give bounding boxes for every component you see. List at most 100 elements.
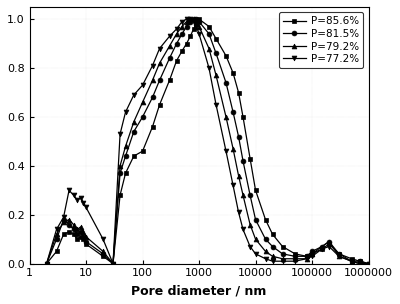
P=85.6% — [111, 262, 116, 265]
P=81.5% — [366, 262, 371, 265]
P=77.2% — [327, 245, 332, 248]
P=85.6% — [44, 262, 49, 265]
P=85.6% — [188, 34, 193, 38]
P=77.2% — [253, 252, 258, 256]
P=77.2% — [67, 188, 72, 192]
P=85.6% — [280, 245, 285, 248]
P=79.2% — [75, 228, 80, 231]
Line: P=85.6%: P=85.6% — [44, 17, 371, 266]
P=77.2% — [194, 25, 199, 28]
P=77.2% — [54, 228, 59, 231]
P=77.2% — [366, 262, 371, 265]
P=77.2% — [180, 20, 184, 23]
P=79.2% — [78, 225, 83, 229]
Line: P=77.2%: P=77.2% — [44, 17, 371, 266]
P=81.5% — [197, 20, 202, 23]
P=85.6% — [75, 237, 80, 241]
P=77.2% — [44, 262, 49, 265]
P=85.6% — [157, 103, 162, 107]
P=85.6% — [197, 17, 202, 21]
P=77.2% — [111, 262, 116, 265]
P=85.6% — [61, 233, 66, 236]
P=77.2% — [118, 132, 122, 136]
P=77.2% — [174, 27, 179, 31]
P=85.6% — [118, 193, 122, 197]
P=81.5% — [184, 25, 189, 28]
P=81.5% — [280, 252, 285, 256]
P=81.5% — [44, 262, 49, 265]
Line: P=79.2%: P=79.2% — [44, 17, 371, 266]
P=85.6% — [184, 42, 189, 45]
P=77.2% — [157, 47, 162, 50]
P=79.2% — [180, 25, 184, 28]
Legend: P=85.6%, P=81.5%, P=79.2%, P=77.2%: P=85.6%, P=81.5%, P=79.2%, P=77.2% — [279, 12, 363, 68]
P=77.2% — [197, 32, 202, 36]
P=85.6% — [241, 115, 246, 119]
P=85.6% — [81, 237, 86, 241]
P=81.5% — [157, 78, 162, 82]
P=79.2% — [61, 220, 66, 224]
P=79.2% — [67, 218, 72, 221]
P=77.2% — [304, 257, 309, 261]
P=85.6% — [180, 49, 184, 53]
P=77.2% — [241, 228, 246, 231]
P=79.2% — [366, 262, 371, 265]
Line: P=81.5%: P=81.5% — [44, 17, 371, 266]
P=85.6% — [214, 37, 218, 40]
P=77.2% — [84, 206, 88, 209]
P=79.2% — [224, 115, 228, 119]
P=81.5% — [61, 218, 66, 221]
P=79.2% — [184, 20, 189, 23]
P=79.2% — [150, 78, 155, 82]
P=85.6% — [293, 252, 298, 256]
P=77.2% — [270, 259, 275, 263]
P=79.2% — [174, 32, 179, 36]
P=79.2% — [231, 147, 236, 150]
P=85.6% — [71, 233, 76, 236]
P=79.2% — [167, 44, 172, 48]
P=79.2% — [81, 230, 86, 234]
P=85.6% — [207, 25, 212, 28]
P=79.2% — [84, 235, 88, 239]
P=85.6% — [304, 254, 309, 258]
P=81.5% — [236, 135, 241, 138]
P=77.2% — [123, 110, 128, 114]
P=79.2% — [248, 223, 252, 226]
P=79.2% — [71, 223, 76, 226]
P=79.2% — [280, 257, 285, 261]
P=85.6% — [366, 262, 371, 265]
P=79.2% — [197, 25, 202, 28]
P=85.6% — [101, 254, 106, 258]
P=77.2% — [207, 66, 212, 70]
P=81.5% — [140, 115, 145, 119]
P=81.5% — [75, 233, 80, 236]
P=79.2% — [214, 74, 218, 77]
P=79.2% — [320, 245, 324, 248]
P=81.5% — [253, 218, 258, 221]
P=79.2% — [310, 252, 314, 256]
P=77.2% — [224, 149, 228, 153]
P=81.5% — [84, 240, 88, 244]
P=85.6% — [358, 259, 362, 263]
P=81.5% — [81, 235, 86, 239]
P=81.5% — [71, 228, 76, 231]
P=77.2% — [140, 83, 145, 87]
P=85.6% — [78, 235, 83, 239]
P=79.2% — [54, 233, 59, 236]
P=81.5% — [224, 81, 228, 85]
P=81.5% — [123, 154, 128, 158]
P=85.6% — [349, 257, 354, 261]
P=81.5% — [118, 171, 122, 175]
P=77.2% — [310, 254, 314, 258]
P=77.2% — [132, 93, 136, 97]
P=85.6% — [270, 233, 275, 236]
P=77.2% — [248, 245, 252, 248]
P=79.2% — [188, 17, 193, 21]
P=79.2% — [270, 254, 275, 258]
P=85.6% — [54, 250, 59, 253]
P=81.5% — [231, 110, 236, 114]
P=79.2% — [304, 257, 309, 261]
P=81.5% — [207, 32, 212, 36]
P=81.5% — [54, 237, 59, 241]
P=77.2% — [188, 17, 193, 21]
